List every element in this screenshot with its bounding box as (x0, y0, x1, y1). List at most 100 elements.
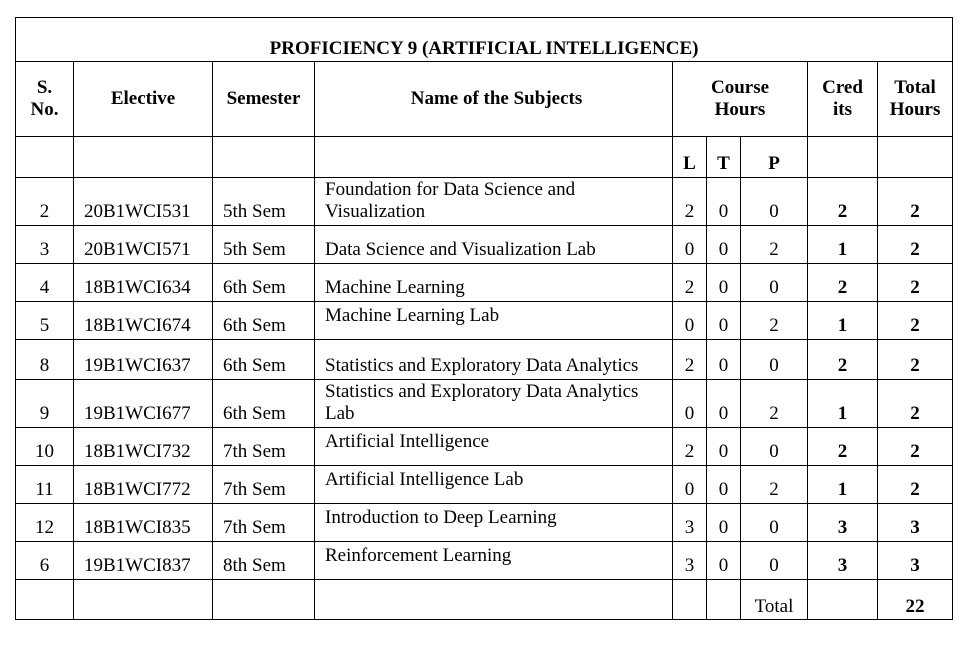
row-l: 0 (672, 465, 707, 504)
header-subject: Name of the Subjects (314, 61, 673, 137)
row-code: 19B1WCI677 (73, 379, 213, 428)
header-semester: Semester (212, 61, 315, 137)
row-subject: Statistics and Exploratory Data Analytic… (314, 339, 673, 380)
row-l: 0 (672, 225, 707, 264)
row-subject: Artificial Intelligence (314, 427, 673, 466)
row-t: 0 (706, 465, 741, 504)
row-p: 2 (740, 225, 808, 264)
row-credits: 1 (807, 465, 878, 504)
row-credits: 2 (807, 427, 878, 466)
row-credits: 2 (807, 263, 878, 302)
row-subject: Statistics and Exploratory Data Analytic… (314, 379, 673, 428)
table-title: PROFICIENCY 9 (ARTIFICIAL INTELLIGENCE) (14, 17, 954, 62)
row-t: 0 (706, 225, 741, 264)
row-p: 0 (740, 427, 808, 466)
row-hours: 2 (876, 339, 954, 380)
table-row: 8 19B1WCI637 6th Sem Statistics and Expl… (15, 339, 954, 380)
row-p: 2 (740, 465, 808, 504)
ltp-empty-cell (73, 136, 213, 178)
proficiency-table-sheet: PROFICIENCY 9 (ARTIFICIAL INTELLIGENCE) … (14, 17, 954, 620)
row-semester: 8th Sem (212, 541, 315, 580)
total-empty-cell (807, 579, 878, 620)
row-subject-text: Foundation for Data Science and Visualiz… (325, 179, 576, 222)
row-hours: 2 (876, 225, 954, 264)
row-code: 18B1WCI772 (73, 465, 213, 504)
row-l: 2 (672, 177, 707, 226)
row-credits: 1 (807, 301, 878, 340)
header-total-hours: Total Hours (876, 61, 954, 137)
header-total-hours-label: Total Hours (889, 77, 941, 120)
table-row: 5 18B1WCI674 6th Sem Machine Learning La… (15, 301, 954, 340)
row-hours: 2 (876, 465, 954, 504)
row-semester: 6th Sem (212, 301, 315, 340)
row-l: 2 (672, 339, 707, 380)
row-hours: 2 (876, 379, 954, 428)
header-credits: Cred its (807, 61, 878, 137)
row-p: 0 (740, 339, 808, 380)
row-subject: Machine Learning Lab (314, 301, 673, 340)
header-elective: Elective (73, 61, 213, 137)
row-credits: 2 (807, 177, 878, 226)
row-subject: Introduction to Deep Learning (314, 503, 673, 542)
row-sno: 9 (15, 379, 74, 428)
header-course-hours: Course Hours (672, 61, 808, 137)
header-sno: S. No. (15, 61, 74, 137)
row-credits: 2 (807, 339, 878, 380)
row-sno: 4 (15, 263, 74, 302)
ltp-empty-cell (807, 136, 878, 178)
total-empty-cell (706, 579, 741, 620)
row-subject: Reinforcement Learning (314, 541, 673, 580)
total-label: Total (740, 579, 808, 620)
row-l: 3 (672, 541, 707, 580)
row-sno: 10 (15, 427, 74, 466)
total-empty-cell (73, 579, 213, 620)
row-credits: 3 (807, 541, 878, 580)
row-sno: 6 (15, 541, 74, 580)
row-t: 0 (706, 339, 741, 380)
table-row: 10 18B1WCI732 7th Sem Artificial Intelli… (15, 427, 954, 466)
ltp-row: L T P (15, 136, 954, 178)
row-subject: Foundation for Data Science and Visualiz… (314, 177, 673, 226)
row-code: 18B1WCI732 (73, 427, 213, 466)
row-p: 2 (740, 379, 808, 428)
total-row: Total 22 (15, 579, 954, 620)
row-p: 2 (740, 301, 808, 340)
row-semester: 6th Sem (212, 339, 315, 380)
row-hours: 3 (876, 503, 954, 542)
row-subject: Artificial Intelligence Lab (314, 465, 673, 504)
row-hours: 2 (876, 263, 954, 302)
row-hours: 3 (876, 541, 954, 580)
total-empty-cell (672, 579, 707, 620)
row-hours: 2 (876, 427, 954, 466)
table-row: 12 18B1WCI835 7th Sem Introduction to De… (15, 503, 954, 542)
row-sno: 12 (15, 503, 74, 542)
header-sno-label: S. No. (30, 77, 59, 120)
ltp-empty-cell (15, 136, 74, 178)
row-l: 3 (672, 503, 707, 542)
table-row: 4 18B1WCI634 6th Sem Machine Learning 2 … (15, 263, 954, 302)
row-t: 0 (706, 301, 741, 340)
row-subject: Machine Learning (314, 263, 673, 302)
row-sno: 11 (15, 465, 74, 504)
ltp-empty-cell (876, 136, 954, 178)
row-sno: 3 (15, 225, 74, 264)
row-credits: 1 (807, 225, 878, 264)
row-t: 0 (706, 427, 741, 466)
row-code: 18B1WCI634 (73, 263, 213, 302)
row-code: 19B1WCI837 (73, 541, 213, 580)
header-course-hours-label: Course Hours (710, 77, 770, 120)
row-code: 18B1WCI835 (73, 503, 213, 542)
row-semester: 5th Sem (212, 225, 315, 264)
row-code: 19B1WCI637 (73, 339, 213, 380)
row-l: 2 (672, 427, 707, 466)
row-p: 0 (740, 177, 808, 226)
row-semester: 7th Sem (212, 427, 315, 466)
table-row: 2 20B1WCI531 5th Sem Foundation for Data… (15, 177, 954, 226)
row-t: 0 (706, 263, 741, 302)
row-semester: 7th Sem (212, 503, 315, 542)
ltp-l: L (672, 136, 707, 178)
row-sno: 2 (15, 177, 74, 226)
title-row: PROFICIENCY 9 (ARTIFICIAL INTELLIGENCE) (14, 17, 954, 62)
row-sno: 8 (15, 339, 74, 380)
proficiency-table: PROFICIENCY 9 (ARTIFICIAL INTELLIGENCE) … (14, 17, 954, 620)
